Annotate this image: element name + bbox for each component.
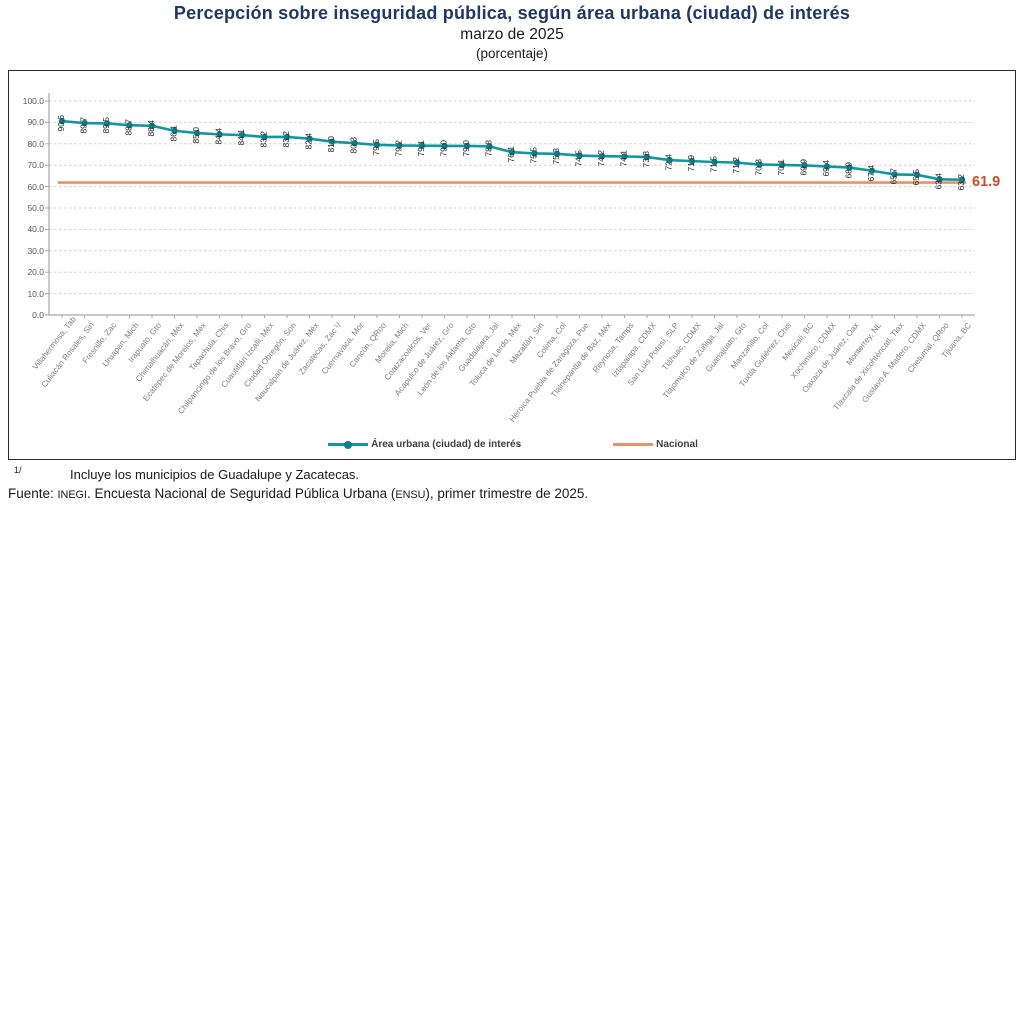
- line-plot: [45, 93, 975, 318]
- data-point: [958, 176, 966, 183]
- chart-subtitle: marzo de 2025: [460, 26, 564, 43]
- data-point: [396, 142, 403, 149]
- data-point: [148, 122, 156, 130]
- data-point: [373, 141, 381, 149]
- y-axis-label: 60.0: [27, 181, 44, 192]
- point-value-label: 88.4: [146, 119, 156, 137]
- point-value-label: 65.5: [911, 168, 921, 186]
- data-point: [351, 139, 358, 147]
- data-point: [688, 157, 696, 165]
- data-point: [643, 153, 651, 161]
- point-value-label: 88.7: [123, 119, 134, 136]
- y-axis-label: 100.0: [22, 96, 44, 106]
- source-text: ), primer trimestre de 2025.: [425, 486, 589, 501]
- y-axis-label: 50.0: [27, 203, 44, 213]
- national-line-marker-icon: [613, 443, 654, 446]
- data-point: [486, 143, 493, 150]
- data-point: [216, 131, 223, 138]
- point-value-label: 68.9: [843, 161, 854, 179]
- data-point: [463, 142, 471, 150]
- data-point: [306, 135, 313, 142]
- data-point: [441, 142, 448, 150]
- source-text: . Encuesta Nacional de Seguridad Pública…: [86, 486, 396, 501]
- chart-footer: 1/Incluye los municipios de Guadalupe y …: [8, 461, 1016, 505]
- data-point: [283, 133, 291, 141]
- source-acronym: ENSU: [395, 489, 426, 501]
- point-value-label: 67.4: [866, 164, 876, 182]
- point-value-label: 89.7: [78, 117, 89, 134]
- point-value-label: 89.5: [101, 117, 111, 135]
- chart-title: Percepción sobre inseguridad pública, se…: [173, 3, 851, 23]
- chart-area: 0.0 10.0 20.0 30.0 40.0 50.0 60.0 70.0 80.0 90.0 1…: [8, 70, 1016, 460]
- legend: Área urbana (ciudad) de interés Nacional: [9, 439, 1017, 450]
- series-dot-icon: [344, 440, 353, 449]
- point-value-label: 63.4: [933, 173, 944, 190]
- series-line-marker-icon: [328, 440, 369, 449]
- data-point: [801, 162, 808, 169]
- data-point: [621, 153, 628, 160]
- data-point: [823, 163, 831, 170]
- legend-national-label: Nacional: [656, 439, 698, 450]
- point-value-label: 65.7: [888, 168, 899, 185]
- data-point: [598, 153, 606, 160]
- footnote-line: 1/Incluye los municipios de Guadalupe y …: [8, 461, 1016, 484]
- data-point: [81, 119, 88, 127]
- point-value-label: 84.4: [213, 128, 224, 145]
- data-point: [936, 176, 943, 183]
- data-point: [553, 150, 561, 158]
- legend-item-urban-area: Área urbana (ciudad) de interés: [328, 439, 521, 450]
- data-point: [58, 117, 66, 125]
- data-point: [103, 120, 111, 127]
- data-point: [238, 131, 246, 139]
- y-axis-label: 90.0: [27, 117, 44, 128]
- data-point: [126, 121, 133, 129]
- data-point: [508, 148, 516, 156]
- data-point: [868, 167, 876, 174]
- data-point: [171, 127, 178, 134]
- y-axis-label: 70.0: [27, 160, 44, 171]
- chart-header: Percepción sobre inseguridad pública, se…: [0, 3, 1024, 61]
- y-axis-label: 30.0: [27, 245, 44, 256]
- data-point: [328, 138, 336, 145]
- source-line: Fuente: INEGI. Encuesta Nacional de Segu…: [8, 484, 1016, 505]
- legend-item-national: Nacional: [613, 439, 698, 450]
- data-point: [666, 156, 673, 164]
- y-axis-label: 10.0: [27, 288, 44, 299]
- chart-unit-label: (porcentaje): [475, 46, 549, 61]
- source-acronym: INEGI: [57, 489, 87, 501]
- y-axis-label: 80.0: [27, 138, 44, 149]
- footnote-marker: 1/: [14, 465, 22, 475]
- point-value-label: 69.9: [798, 159, 809, 176]
- data-point: [733, 159, 741, 166]
- national-value-label: 61.9: [972, 173, 1001, 190]
- data-point: [778, 161, 786, 169]
- data-point: [531, 150, 538, 157]
- y-axis-label: 20.0: [27, 267, 44, 278]
- point-value-label: 69.4: [821, 160, 831, 178]
- source-text: Fuente:: [8, 486, 58, 501]
- legend-series-label: Área urbana (ciudad) de interés: [371, 439, 522, 450]
- data-point: [711, 158, 718, 166]
- data-point: [418, 142, 426, 149]
- data-point: [193, 129, 201, 137]
- data-point: [846, 164, 853, 171]
- data-point: [913, 171, 921, 179]
- y-axis-label: 40.0: [27, 224, 44, 235]
- data-point: [576, 152, 583, 159]
- point-value-label: 86.1: [168, 124, 179, 142]
- data-point: [891, 171, 898, 178]
- data-point: [261, 133, 268, 141]
- data-point: [756, 161, 763, 168]
- footnote-text: Incluye los municipios de Guadalupe y Za…: [70, 467, 360, 482]
- point-value-label: 90.6: [56, 115, 66, 132]
- point-value-label: 85.0: [191, 127, 201, 144]
- point-value-label: 63.2: [956, 173, 966, 191]
- y-axis-label: 0.0: [32, 310, 44, 320]
